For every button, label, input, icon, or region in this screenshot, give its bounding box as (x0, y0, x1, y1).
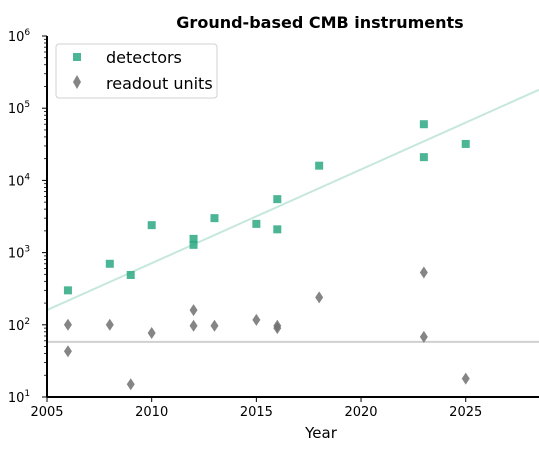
point-readout-units-3 (126, 378, 135, 391)
y-tick-label-5: 105 (8, 100, 30, 117)
x-tick-label-2015: 2015 (240, 405, 273, 420)
point-detectors-9 (273, 225, 282, 234)
point-readout-units-7 (210, 319, 219, 332)
point-readout-units-0 (63, 318, 72, 331)
point-readout-units-12 (419, 266, 428, 279)
point-detectors-12 (419, 153, 428, 162)
point-detectors-1 (105, 259, 114, 268)
point-detectors-5 (189, 240, 198, 249)
legend: detectors readout units (55, 43, 218, 99)
point-readout-units-5 (189, 304, 198, 317)
point-detectors-0 (63, 286, 72, 295)
plot-area (46, 88, 539, 391)
point-readout-units-6 (189, 319, 198, 332)
legend-box (55, 43, 218, 99)
legend-label-readout-units: readout units (106, 74, 213, 93)
point-readout-units-2 (105, 318, 114, 331)
x-axis: 2005 2010 2015 2020 2025 (30, 396, 539, 420)
point-detectors-4 (189, 234, 198, 243)
point-detectors-13 (461, 139, 470, 148)
point-detectors-7 (252, 219, 261, 228)
x-axis-label: Year (304, 424, 338, 442)
legend-marker-detectors (73, 53, 81, 61)
x-tick-label-2025: 2025 (449, 405, 482, 420)
x-tick-label-2005: 2005 (30, 405, 63, 420)
x-tick-label-2020: 2020 (344, 405, 377, 420)
point-readout-units-8 (252, 313, 261, 326)
point-detectors-6 (210, 214, 219, 223)
y-tick-label-6: 106 (8, 28, 31, 45)
legend-marker-readout-units (73, 75, 81, 89)
legend-label-detectors: detectors (106, 48, 182, 67)
y-tick-label-1: 101 (8, 389, 30, 406)
point-detectors-10 (315, 161, 324, 170)
point-readout-units-4 (147, 326, 156, 339)
point-readout-units-13 (419, 330, 428, 343)
point-detectors-11 (419, 120, 428, 129)
point-readout-units-11 (315, 291, 324, 304)
y-tick-label-4: 104 (8, 172, 31, 189)
point-detectors-8 (273, 195, 282, 204)
point-readout-units-1 (63, 345, 72, 358)
y-axis: 101 102 103 104 105 106 (8, 28, 48, 406)
point-detectors-3 (147, 221, 156, 230)
chart-title: Ground-based CMB instruments (176, 13, 463, 32)
y-tick-label-2: 102 (8, 317, 30, 334)
point-readout-units-14 (461, 372, 470, 385)
y-tick-label-3: 103 (8, 245, 30, 262)
trend-line-1 (46, 88, 539, 311)
point-readout-units-10 (273, 322, 282, 335)
point-detectors-2 (126, 270, 135, 279)
x-tick-label-2010: 2010 (135, 405, 168, 420)
